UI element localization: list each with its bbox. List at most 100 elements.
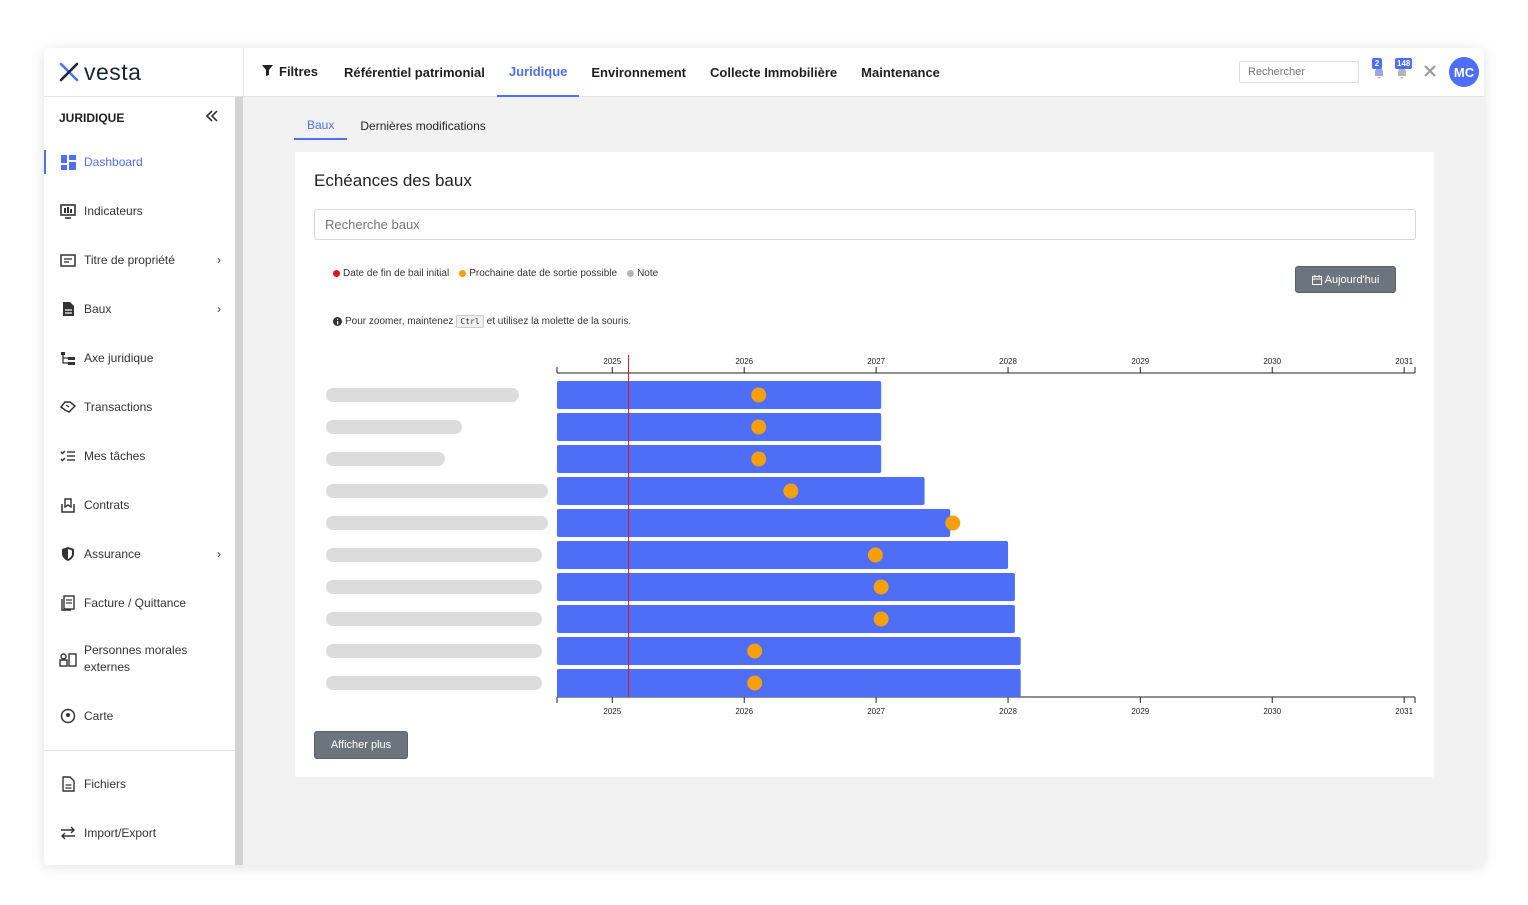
sidebar-item-label: Facture / Quittance [84, 596, 187, 610]
filters-label: Filtres [279, 64, 319, 79]
bell-icon [1375, 68, 1383, 79]
zoom-hint-prefix: Pour zoomer, maintenez [345, 316, 454, 327]
sidebar-item-facture[interactable]: Facture / Quittance [44, 591, 235, 615]
lease-bar [557, 637, 1021, 665]
content-tabs: Baux Dernières modifications [294, 111, 499, 140]
filters-button[interactable]: Filtres [262, 64, 318, 79]
row-label-placeholder [326, 484, 548, 498]
lease-bar [557, 605, 1015, 633]
exit-date-marker [747, 643, 763, 659]
sidebar-scrollbar[interactable] [235, 97, 243, 865]
lease-bar [557, 445, 882, 473]
lease-bar [557, 573, 1015, 601]
sidebar-item-import-export[interactable]: Import/Export [44, 821, 235, 845]
people-icon [59, 650, 77, 668]
x-tick-label-top: 2031 [1395, 357, 1413, 366]
legend-item: Note [627, 268, 658, 279]
tab-dernieres-modifications[interactable]: Dernières modifications [360, 118, 486, 133]
card-title: Echéances des baux [314, 171, 472, 190]
lease-search-input[interactable] [314, 209, 1416, 240]
sidebar-item-label: Personnes morales externes [84, 643, 188, 674]
zoom-key: Ctrl [456, 315, 484, 328]
sidebar-item-indicateurs[interactable]: Indicateurs [44, 199, 235, 223]
lease-bar [557, 669, 1021, 697]
monitor-icon [59, 202, 77, 220]
legend-item: Prochaine date de sortie possible [459, 268, 617, 279]
sidebar-item-dashboard[interactable]: Dashboard [44, 150, 235, 174]
sidebar: JURIDIQUE Dashboard Indicateurs Titre de… [44, 97, 235, 865]
nav-maintenance[interactable]: Maintenance [861, 65, 940, 80]
tab-baux[interactable]: Baux [294, 111, 348, 140]
sidebar-item-mes-taches[interactable]: Mes tâches [44, 444, 235, 468]
row-label-placeholder [326, 644, 542, 658]
exit-date-marker [867, 547, 883, 563]
zoom-hint-suffix: et utilisez la molette de la souris. [486, 316, 632, 327]
exit-date-marker [873, 579, 889, 595]
avatar[interactable]: MC [1449, 57, 1479, 87]
x-tick-label-top: 2026 [735, 357, 753, 366]
chevron-right-icon: › [217, 547, 221, 561]
notification-button[interactable]: 2 [1371, 58, 1387, 82]
lease-bar [557, 509, 951, 537]
sidebar-item-label: Indicateurs [84, 204, 143, 218]
row-label-placeholder [326, 548, 542, 562]
sidebar-title: JURIDIQUE [59, 111, 125, 125]
sidebar-item-label: Axe juridique [84, 351, 154, 365]
nav-referentiel[interactable]: Référentiel patrimonial [344, 65, 485, 80]
x-tick-label-bottom: 2028 [999, 707, 1017, 716]
global-search-input[interactable] [1239, 61, 1359, 83]
sidebar-item-carte[interactable]: Carte [44, 704, 235, 728]
sidebar-item-assurance[interactable]: Assurance › [44, 542, 235, 566]
document-icon [59, 300, 77, 318]
sidebar-item-label: Mes tâches [84, 449, 146, 463]
double-chevron-left-icon [205, 110, 218, 122]
tools-button[interactable] [1423, 64, 1437, 82]
nav-juridique[interactable]: Juridique [496, 48, 580, 97]
lease-timeline-chart[interactable]: 2025 2025 2026 2026 2027 2027 2028 2028 2029 2029… [295, 347, 1434, 717]
app-window: vesta Filtres Référentiel patrimonial Ju… [44, 48, 1484, 865]
x-tick-label-bottom: 2027 [867, 707, 885, 716]
row-label-placeholder [326, 420, 462, 434]
sidebar-item-transactions[interactable]: Transactions [44, 395, 235, 419]
row-label-placeholder [326, 516, 548, 530]
x-tick-label-top: 2029 [1131, 357, 1149, 366]
notification-badge: 2 [1372, 58, 1382, 69]
legend-item: Date de fin de bail initial [333, 268, 449, 279]
show-more-button[interactable]: Afficher plus [314, 731, 408, 759]
logo-text: vesta [84, 58, 142, 85]
collapse-sidebar-button[interactable] [205, 107, 219, 128]
sidebar-item-label: Carte [84, 709, 114, 723]
swap-icon [59, 824, 77, 842]
x-tick-label-top: 2025 [603, 357, 621, 366]
sidebar-item-baux[interactable]: Baux › [44, 297, 235, 321]
top-bar: vesta Filtres Référentiel patrimonial Ju… [44, 48, 1484, 97]
info-icon [333, 317, 342, 326]
calendar-icon [1311, 274, 1322, 285]
nav-collecte[interactable]: Collecte Immobilière [710, 65, 838, 80]
sidebar-item-label: Baux [84, 302, 112, 316]
exit-date-marker [945, 515, 961, 531]
legend-label: Note [637, 268, 659, 279]
grey-dot-icon [627, 270, 635, 277]
nav-environnement[interactable]: Environnement [591, 65, 687, 80]
map-pin-icon [59, 707, 77, 725]
red-dot-icon [333, 270, 340, 277]
lease-timeline-card: Echéances des baux Date de fin de bail i… [295, 152, 1434, 777]
today-button[interactable]: Aujourd'hui [1295, 266, 1396, 293]
alerts-button[interactable]: 148 [1394, 58, 1413, 82]
sidebar-item-personnes-morales[interactable]: Personnes morales externes [44, 640, 235, 678]
main-nav: Référentiel patrimonial Juridique Enviro… [332, 48, 952, 97]
exit-date-marker [751, 387, 767, 403]
today-button-label: Aujourd'hui [1324, 273, 1380, 286]
sidebar-item-contrats[interactable]: Contrats [44, 493, 235, 517]
x-tick-label-bottom: 2029 [1131, 707, 1149, 716]
logo[interactable]: vesta [58, 59, 141, 85]
file-icon [59, 775, 77, 793]
hierarchy-icon [59, 349, 77, 367]
divider [243, 48, 244, 97]
sidebar-item-titre-propriete[interactable]: Titre de propriété › [44, 248, 235, 272]
sidebar-item-fichiers[interactable]: Fichiers [44, 772, 235, 796]
row-label-placeholder [326, 388, 519, 402]
sidebar-item-axe-juridique[interactable]: Axe juridique [44, 346, 235, 370]
row-label-placeholder [326, 612, 542, 626]
